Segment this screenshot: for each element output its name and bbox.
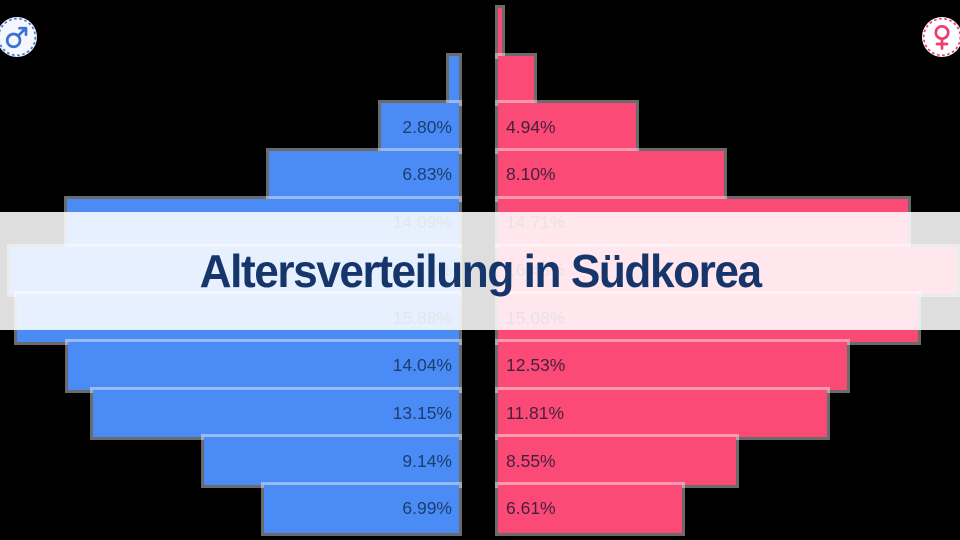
bar-male-row-2 (448, 55, 459, 104)
female-gender-icon (922, 17, 960, 57)
bar-label-male-row-10: 9.14% (402, 450, 452, 471)
bar-label-male-row-8: 14.04% (392, 355, 452, 376)
bar-female-row-11 (498, 485, 683, 533)
bar-label-male-row-4: 6.83% (402, 164, 452, 185)
bar-female-row-2 (498, 55, 535, 104)
bar-male-row-11 (264, 485, 459, 533)
bar-male-row-4 (268, 151, 459, 199)
bar-label-male-row-3: 2.80% (402, 116, 452, 137)
bar-male-row-9 (92, 389, 459, 438)
bar-label-male-row-11: 6.99% (402, 498, 452, 519)
bar-female-row-1 (498, 8, 503, 56)
male-gender-icon (0, 17, 37, 57)
bar-label-female-row-8: 12.53% (506, 355, 566, 376)
bar-label-female-row-10: 8.55% (506, 450, 556, 471)
bar-female-row-9 (498, 389, 827, 438)
bar-female-row-8 (498, 341, 847, 390)
bar-male-row-3 (381, 103, 459, 152)
bar-label-female-row-4: 8.10% (506, 164, 556, 185)
bar-label-female-row-11: 6.61% (506, 498, 556, 519)
bar-male-row-10 (204, 437, 459, 485)
bar-label-female-row-3: 4.94% (506, 116, 556, 137)
bar-female-row-10 (498, 437, 737, 485)
bar-label-male-row-9: 13.15% (392, 402, 452, 423)
bar-female-row-4 (498, 151, 724, 199)
title-band: Altersverteilung in Südkorea (0, 212, 960, 330)
bar-male-row-8 (68, 341, 459, 390)
bar-label-female-row-9: 11.81% (506, 402, 565, 423)
page-title: Altersverteilung in Südkorea (199, 245, 762, 297)
bar-female-row-3 (498, 103, 636, 152)
